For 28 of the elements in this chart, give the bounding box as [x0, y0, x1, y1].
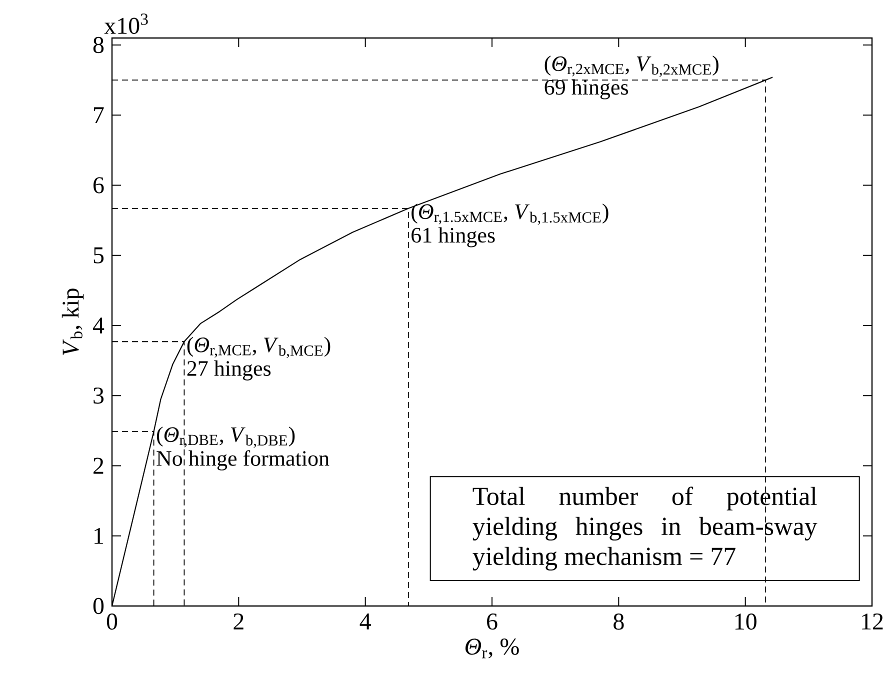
y-tick-label: 0: [93, 598, 104, 614]
annotation: 61 hinges: [412, 227, 495, 248]
x-tick-label: 12: [862, 614, 883, 630]
x-axis-title: Θ$_{r}$, %: [466, 638, 519, 658]
y-tick-label: 4: [92, 318, 104, 334]
annotation: Total number of potential yielding hinges in beam-sway yielding mechanism = 77: [472, 486, 818, 570]
y-tick-label: 7: [94, 107, 104, 123]
annotation: 69 hinges: [544, 79, 628, 100]
annotation: 27 hinges: [187, 360, 271, 380]
x-tick-label: 6: [487, 614, 498, 630]
y-tick-label: 8: [93, 36, 104, 54]
y-tick-label: 5: [94, 247, 104, 264]
x-tick-label: 8: [614, 614, 624, 630]
annotation: (Θ$_{r,MCE}$, V$_{b,MCE}$): [187, 336, 330, 358]
x-tick-label: 0: [106, 614, 118, 630]
x-tick-label: 10: [735, 614, 756, 630]
y-axis-title: V$_{b}$, kip: [62, 288, 84, 356]
annotation: No hinge formation: [156, 450, 330, 470]
y-tick-label: 3: [94, 388, 104, 404]
annotation: (Θ$_{r,2xMCE}$, V$_{b,2xMCE}$): [544, 56, 718, 77]
annotation: (Θ$_{r,DBE}$, V$_{b,DBE}$): [156, 426, 295, 448]
x-tick-label: 4: [360, 614, 371, 630]
annotation: (Θ$_{r,1.5xMCE}$, V$_{b,1.5xMCE}$): [412, 204, 608, 225]
y-tick-label: 2: [94, 458, 104, 474]
text: x10$^{3}$: [104, 14, 148, 34]
y-tick-label: 1: [94, 528, 104, 544]
x-tick-label: 2: [234, 614, 244, 630]
y-tick-label: 6: [94, 177, 104, 194]
